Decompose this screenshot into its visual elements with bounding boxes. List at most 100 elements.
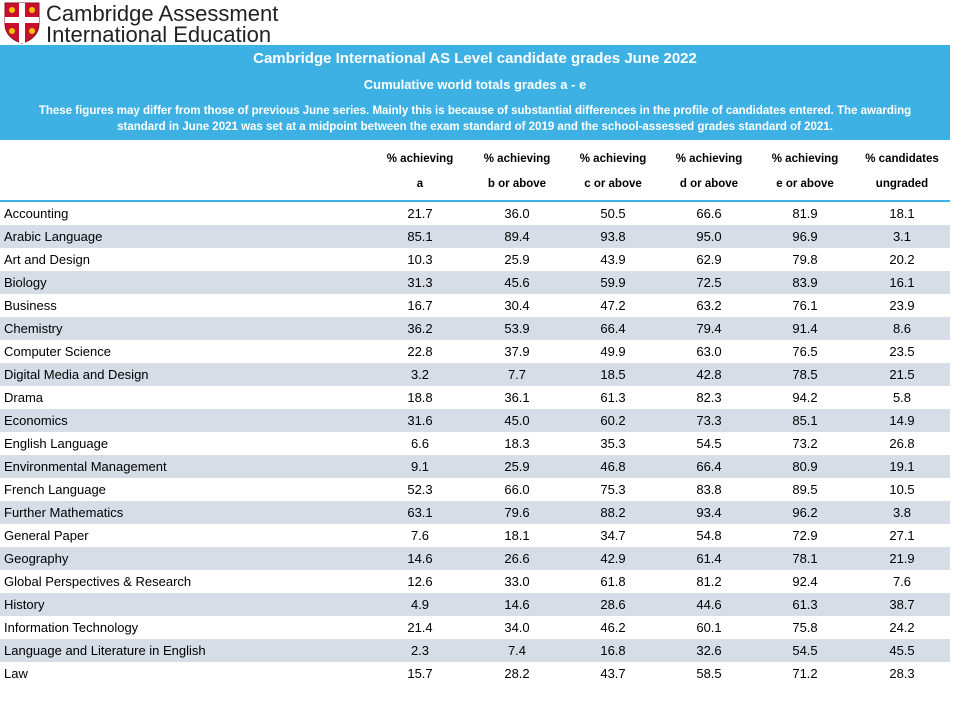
table-row: Chemistry 36.2 53.9 66.4 79.4 91.4 8.6: [0, 317, 950, 340]
value: 43.9: [600, 252, 626, 267]
value: 54.5: [792, 643, 818, 658]
value: 71.2: [792, 666, 818, 681]
value: 23.9: [889, 298, 915, 313]
value: 85.1: [407, 229, 433, 244]
subject: Geography: [4, 551, 69, 566]
column-header: a: [416, 178, 424, 190]
value: 3.1: [892, 229, 912, 244]
table-row: General Paper 7.6 18.1 34.7 54.8 72.9 27.1: [0, 524, 950, 547]
value: 32.6: [696, 643, 722, 658]
value: 78.1: [792, 551, 818, 566]
column-header: % achieving: [579, 153, 647, 165]
table-row: Biology 31.3 45.6 59.9 72.5 83.9 16.1: [0, 271, 950, 294]
column-header: % achieving: [483, 153, 551, 165]
value: 28.6: [600, 597, 626, 612]
value: 14.9: [889, 413, 915, 428]
table-row: Business 16.7 30.4 47.2 63.2 76.1 23.9: [0, 294, 950, 317]
value: 76.1: [792, 298, 818, 313]
table-row: Environmental Management 9.1 25.9 46.8 66.4 8…: [0, 455, 950, 478]
table-row: Computer Science 22.8 37.9 49.9 63.0 76.5 23.5: [0, 340, 950, 363]
value: 60.1: [696, 620, 722, 635]
value: 75.8: [792, 620, 818, 635]
subject: Global Perspectives & Research: [4, 574, 192, 589]
value: 21.7: [407, 206, 433, 221]
table-row: Arabic Language 85.1 89.4 93.8 95.0 96.9 3.1: [0, 225, 950, 248]
table-row: Language and Literature in English 2.3 7.4…: [0, 639, 950, 662]
value: 28.2: [504, 666, 530, 681]
value: 35.3: [600, 436, 626, 451]
value: 21.9: [889, 551, 915, 566]
value: 23.5: [889, 344, 915, 359]
column-header: c or above: [584, 178, 642, 190]
value: 16.8: [600, 643, 626, 658]
table-row: Economics 31.6 45.0 60.2 73.3 85.1 14.9: [0, 409, 950, 432]
value: 21.5: [889, 367, 915, 382]
value: 7.7: [507, 367, 527, 382]
subject: Art and Design: [4, 252, 90, 267]
table-row: History 4.9 14.6 28.6 44.6 61.3 38.7: [0, 593, 950, 616]
table-row: Drama 18.8 36.1 61.3 82.3 94.2 5.8: [0, 386, 950, 409]
value: 58.5: [696, 666, 722, 681]
value: 26.6: [504, 551, 530, 566]
value: 46.2: [600, 620, 626, 635]
subject: Further Mathematics: [4, 505, 124, 520]
value: 91.4: [792, 321, 818, 336]
value: 36.2: [407, 321, 433, 336]
value: 37.9: [504, 344, 530, 359]
value: 18.5: [600, 367, 626, 382]
value: 79.4: [696, 321, 722, 336]
note: These figures may differ from those of p…: [38, 105, 912, 133]
value: 12.6: [407, 574, 433, 589]
subject: Drama: [4, 390, 44, 405]
value: 3.8: [892, 505, 912, 520]
value: 28.3: [889, 666, 915, 681]
value: 36.1: [504, 390, 530, 405]
value: 93.4: [696, 505, 722, 520]
table-row: Information Technology 21.4 34.0 46.2 60.1 75…: [0, 616, 950, 639]
value: 61.3: [792, 597, 818, 612]
value: 44.6: [696, 597, 722, 612]
value: 26.8: [889, 436, 915, 451]
value: 7.6: [410, 528, 430, 543]
value: 47.2: [600, 298, 626, 313]
column-header: % candidates: [865, 153, 939, 165]
value: 10.3: [407, 252, 433, 267]
value: 63.1: [407, 505, 433, 520]
value: 30.4: [504, 298, 530, 313]
value: 18.8: [407, 390, 433, 405]
value: 18.1: [504, 528, 530, 543]
value: 7.4: [507, 643, 527, 658]
value: 7.6: [892, 574, 912, 589]
table-row: Digital Media and Design 3.2 7.7 18.5 42.8 78…: [0, 363, 950, 386]
value: 80.9: [792, 459, 818, 474]
value: 96.9: [792, 229, 818, 244]
value: 34.7: [600, 528, 626, 543]
value: 15.7: [407, 666, 433, 681]
value: 25.9: [504, 252, 530, 267]
value: 93.8: [600, 229, 626, 244]
value: 46.8: [600, 459, 626, 474]
value: 72.5: [696, 275, 722, 290]
subject: Business: [4, 298, 57, 313]
value: 4.9: [410, 597, 430, 612]
value: 21.4: [407, 620, 433, 635]
value: 89.5: [792, 482, 818, 497]
subject: Computer Science: [4, 344, 111, 359]
value: 34.0: [504, 620, 530, 635]
table-row: Geography 14.6 26.6 42.9 61.4 78.1 21.9: [0, 547, 950, 570]
org-name: International Education: [46, 22, 272, 47]
value: 63.0: [696, 344, 722, 359]
subject: Biology: [4, 275, 47, 290]
subject: Accounting: [4, 206, 69, 221]
value: 66.4: [600, 321, 626, 336]
value: 42.8: [696, 367, 722, 382]
value: 89.4: [504, 229, 530, 244]
value: 83.8: [696, 482, 722, 497]
value: 25.9: [504, 459, 530, 474]
subject: Economics: [4, 413, 68, 428]
table-row: Art and Design 10.3 25.9 43.9 62.9 79.8 20.2: [0, 248, 950, 271]
logo-shield: [4, 2, 40, 44]
value: 20.2: [889, 252, 915, 267]
table-row: Global Perspectives & Research 12.6 33.0 61…: [0, 570, 950, 593]
value: 2.3: [410, 643, 430, 658]
